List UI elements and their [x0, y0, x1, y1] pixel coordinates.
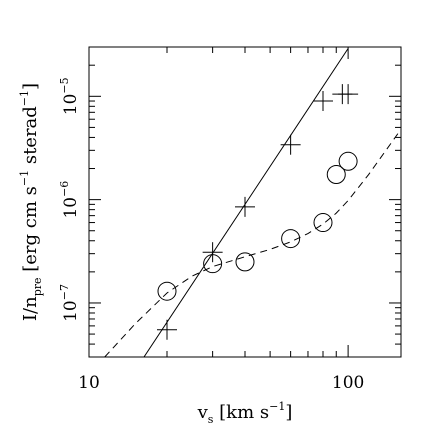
y-tick-label: 10−7: [58, 284, 81, 322]
circle-marker: [338, 151, 358, 171]
dashed-model-line: [104, 128, 401, 357]
plus-marker: [280, 134, 301, 155]
plus-marker: [338, 84, 359, 105]
y-tick-label: 10−6: [58, 181, 81, 219]
solid-model-line: [143, 48, 349, 357]
y-axis-label: I/npre [erg cm s−1 sterad−1]: [18, 83, 44, 321]
plus-marker: [235, 196, 255, 217]
plus-marker: [313, 91, 333, 112]
data-marks: [104, 48, 401, 357]
y-tick-label: 10−5: [58, 77, 81, 115]
circle-marker: [235, 252, 255, 272]
x-tick-label: 100: [332, 373, 364, 393]
plus-marker: [157, 319, 177, 340]
circle-marker: [157, 281, 177, 301]
circle-marker: [203, 254, 223, 274]
circle-marker: [281, 229, 301, 249]
circle-marker: [326, 165, 346, 185]
plus-marker: [202, 242, 223, 263]
x-axis-label: vs [km s−1]: [197, 400, 293, 426]
circle-marker: [313, 213, 333, 233]
axis-ticks: 10 100 10−7 10−6 10−5: [58, 46, 401, 393]
x-tick-label: 10: [78, 373, 100, 393]
